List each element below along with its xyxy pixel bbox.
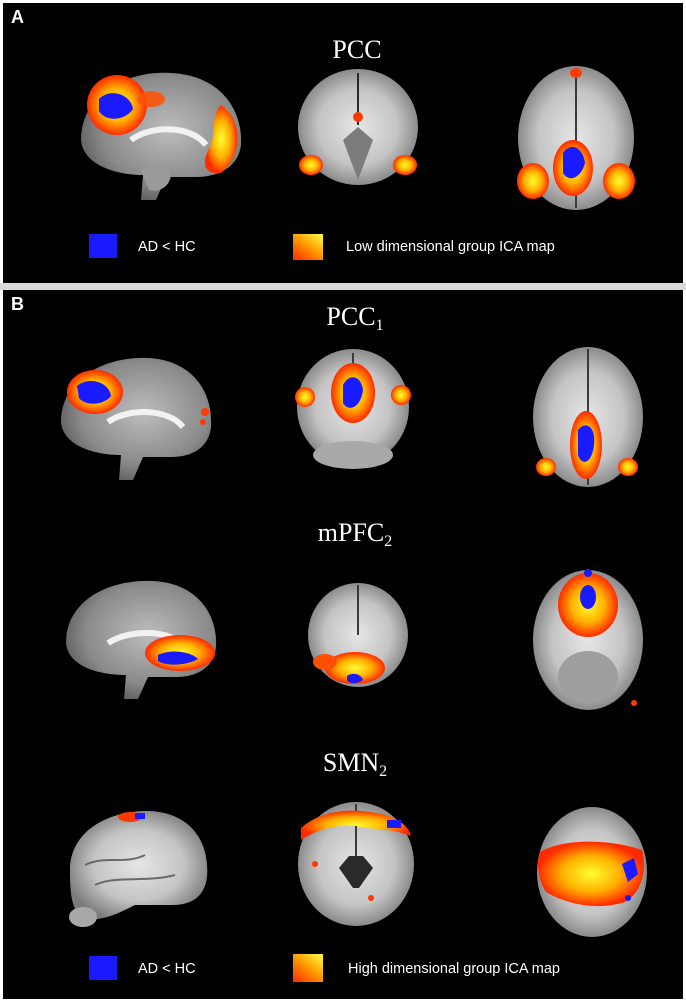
smn2-title-sub: 2 bbox=[379, 763, 388, 780]
pcc1-title-sub: 1 bbox=[375, 317, 384, 334]
panel-b-letter: B bbox=[11, 294, 24, 314]
smn2-sagittal-brain bbox=[69, 810, 208, 927]
ica-map-label-b: High dimensional group ICA map bbox=[348, 961, 560, 977]
ica-map-swatch-b bbox=[293, 954, 323, 982]
ica-map-swatch bbox=[293, 234, 323, 260]
panel-a: A PCC AD < HC Low dimensional group IC bbox=[3, 3, 683, 283]
pcc1-sagittal-brain bbox=[61, 357, 212, 480]
panel-divider bbox=[0, 283, 686, 290]
panel-a-title: PCC bbox=[332, 35, 382, 64]
mpfc2-title-sub: 2 bbox=[384, 533, 393, 550]
ica-map-label: Low dimensional group ICA map bbox=[346, 239, 555, 255]
pcc1-coronal-brain bbox=[295, 349, 411, 469]
pcc1-title: PCC1 bbox=[326, 302, 383, 335]
mpfc2-title: mPFC2 bbox=[318, 518, 393, 551]
mpfc2-sagittal-brain bbox=[66, 580, 217, 699]
ad-lt-hc-label: AD < HC bbox=[138, 239, 196, 255]
smn2-axial-brain bbox=[537, 807, 647, 937]
smn2-title: SMN2 bbox=[323, 748, 387, 781]
ad-lt-hc-label-b: AD < HC bbox=[138, 961, 196, 977]
mpfc2-axial-brain bbox=[533, 569, 643, 710]
pcc-coronal-brain bbox=[298, 69, 418, 185]
panel-b: B PCC1 mPFC2 bbox=[3, 290, 683, 999]
ad-lt-hc-swatch bbox=[89, 234, 117, 258]
smn2-title-base: SMN bbox=[322, 748, 380, 777]
pcc1-title-base: PCC bbox=[326, 302, 376, 331]
pcc-axial-brain bbox=[517, 66, 635, 210]
mpfc2-title-base: mPFC bbox=[317, 518, 385, 547]
smn2-coronal-brain bbox=[298, 802, 414, 926]
mpfc2-coronal-brain bbox=[308, 583, 408, 687]
pcc-sagittal-brain bbox=[81, 72, 242, 200]
ad-lt-hc-swatch-b bbox=[89, 956, 117, 980]
pcc1-axial-brain bbox=[533, 347, 643, 487]
panel-a-letter: A bbox=[11, 7, 24, 27]
